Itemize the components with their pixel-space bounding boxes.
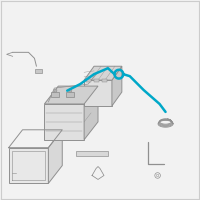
Bar bbox=[66, 92, 74, 97]
Bar bbox=[76, 151, 108, 156]
Polygon shape bbox=[48, 130, 62, 183]
Polygon shape bbox=[9, 148, 48, 183]
Polygon shape bbox=[44, 104, 84, 140]
Circle shape bbox=[69, 89, 72, 92]
Polygon shape bbox=[112, 66, 122, 106]
Bar bbox=[86, 79, 91, 82]
Polygon shape bbox=[84, 80, 112, 106]
Polygon shape bbox=[84, 86, 98, 140]
Polygon shape bbox=[44, 86, 98, 104]
Polygon shape bbox=[84, 66, 122, 80]
Bar bbox=[102, 79, 107, 82]
Circle shape bbox=[54, 89, 57, 92]
Bar bbox=[94, 79, 99, 82]
Bar bbox=[35, 69, 42, 73]
Bar bbox=[51, 92, 59, 97]
